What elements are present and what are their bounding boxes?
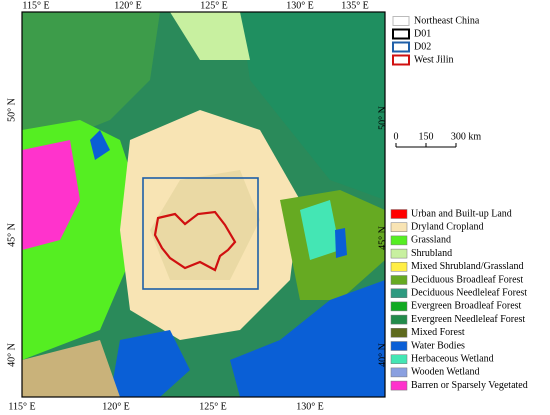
lat-label: 40° N [6, 343, 17, 367]
legend-label: West Jilin [414, 54, 453, 65]
lat-label: 45° N [377, 226, 388, 250]
legend-label: Herbaceous Wetland [411, 353, 494, 364]
legend-label: Dryland Cropland [411, 221, 484, 232]
legend-label: Mixed Forest [411, 327, 465, 338]
legend-swatch [390, 354, 408, 364]
legend-swatch [390, 380, 408, 391]
legend-swatch [392, 28, 410, 40]
legend-swatch [390, 301, 408, 312]
lon-label: 115° E [8, 401, 35, 412]
lon-label: 125° E [199, 401, 227, 412]
lat-label: 40° N [377, 343, 388, 367]
legend-label: Northeast China [414, 15, 480, 26]
legend-label: Evergreen Needleleaf Forest [411, 314, 525, 325]
legend-swatch [390, 209, 408, 219]
lat-label: 50° N [6, 98, 17, 122]
legend-swatch [390, 314, 408, 325]
legend-swatch [390, 288, 408, 298]
legend-label: Urban and Built-up Land [411, 208, 512, 219]
lon-label: 120° E [102, 401, 130, 412]
legend-label: D02 [414, 41, 431, 52]
lat-label: 45° N [6, 223, 17, 247]
legend-swatch [392, 16, 410, 26]
legend-label: Water Bodies [411, 340, 465, 351]
scale-label: 300 km [451, 131, 482, 142]
legend-swatch [390, 341, 408, 351]
legend-swatch [390, 367, 408, 378]
legend-label: Barren or Sparsely Vegetated [411, 380, 528, 391]
lon-label: 120° E [114, 0, 142, 11]
scale-label: 150 [419, 131, 434, 142]
legend-label: Wooden Wetland [411, 367, 479, 378]
d02-box [142, 177, 259, 290]
lat-label: 50° N [377, 106, 388, 130]
legend-swatch [392, 54, 410, 66]
legend-label: Evergreen Broadleaf Forest [411, 301, 522, 312]
legend-label: Mixed Shrubland/Grassland [411, 261, 524, 272]
legend-label: Deciduous Needleleaf Forest [411, 287, 527, 298]
legend-swatch [392, 41, 410, 53]
legend-swatch [390, 248, 408, 259]
legend-label: Deciduous Broadleaf Forest [411, 274, 523, 285]
legend-label: Grassland [411, 235, 451, 246]
legend-label: D01 [414, 28, 431, 39]
legend-swatch [390, 262, 408, 272]
legend-label: Shrubland [411, 248, 452, 259]
lon-label: 125° E [200, 0, 228, 11]
lon-label: 135° E [341, 0, 369, 11]
lon-label: 115° E [22, 0, 49, 11]
legend-swatch [390, 222, 408, 232]
legend-swatch [390, 235, 408, 246]
d01-frame [21, 11, 386, 398]
legend-swatch [390, 328, 408, 338]
lon-label: 130° E [296, 401, 324, 412]
lon-label: 130° E [286, 0, 314, 11]
scale-label: 0 [394, 131, 399, 142]
map-area [22, 12, 385, 397]
west-jilin-outline [153, 210, 237, 272]
legend-swatch [390, 275, 408, 285]
